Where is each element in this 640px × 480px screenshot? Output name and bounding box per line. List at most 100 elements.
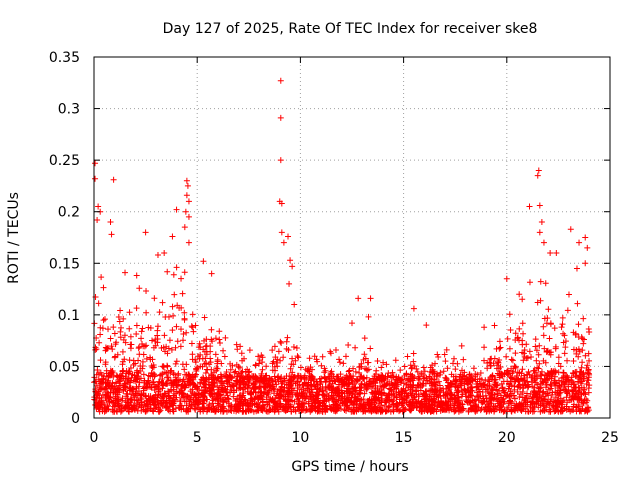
data-point <box>565 376 572 383</box>
data-point <box>548 382 555 389</box>
data-point <box>318 362 325 369</box>
data-point <box>342 353 349 360</box>
data-point <box>526 203 533 210</box>
data-point <box>118 324 124 331</box>
data-point <box>524 371 531 378</box>
data-point <box>454 360 461 367</box>
data-point <box>234 346 241 353</box>
data-point <box>536 360 543 367</box>
data-point <box>129 397 136 404</box>
data-point <box>565 386 572 393</box>
data-point <box>97 369 104 376</box>
data-point <box>271 343 278 350</box>
data-point <box>550 402 557 409</box>
data-point <box>341 400 348 407</box>
data-point <box>566 397 573 404</box>
data-point <box>524 390 531 397</box>
data-point <box>215 398 222 405</box>
data-point <box>139 325 146 332</box>
data-point <box>337 405 344 412</box>
data-point <box>470 403 477 410</box>
data-point <box>164 374 171 381</box>
data-point <box>225 395 232 402</box>
data-point <box>410 381 417 388</box>
data-point <box>189 356 196 363</box>
data-point <box>509 375 516 382</box>
data-point <box>267 406 274 413</box>
data-point <box>104 389 111 396</box>
data-point <box>515 402 522 409</box>
data-point <box>496 374 503 381</box>
data-point <box>181 366 188 373</box>
data-point <box>142 392 149 399</box>
data-point <box>506 345 513 352</box>
data-point <box>553 249 560 256</box>
data-point <box>496 387 503 394</box>
data-point <box>509 357 516 364</box>
data-point <box>97 324 104 331</box>
data-point <box>542 280 549 287</box>
data-point <box>259 405 266 412</box>
data-point <box>273 359 280 366</box>
data-point <box>102 347 109 354</box>
data-point <box>143 288 150 295</box>
data-point <box>127 333 134 340</box>
data-point <box>100 375 107 382</box>
data-point <box>220 407 227 414</box>
data-point <box>142 229 149 236</box>
y-tick-label: 0.35 <box>49 50 80 66</box>
data-point <box>529 373 536 380</box>
data-point <box>307 373 314 380</box>
data-point <box>255 396 262 403</box>
data-point <box>277 77 284 84</box>
data-point <box>522 401 529 408</box>
data-point <box>547 408 554 415</box>
data-point <box>418 370 425 377</box>
data-point <box>117 408 124 415</box>
data-point <box>227 366 234 373</box>
data-point <box>525 383 532 390</box>
data-point <box>520 330 527 337</box>
data-point <box>196 340 203 347</box>
data-point <box>464 377 471 384</box>
data-point <box>176 398 183 405</box>
data-point <box>524 384 531 391</box>
data-point <box>95 300 102 307</box>
data-point <box>164 363 171 370</box>
data-point <box>92 294 99 301</box>
data-point <box>277 338 284 345</box>
data-point <box>126 325 133 332</box>
data-point <box>284 405 291 412</box>
data-point <box>435 378 442 385</box>
data-point <box>137 375 144 382</box>
data-point <box>558 324 565 331</box>
data-point <box>458 342 465 349</box>
data-point <box>184 182 191 189</box>
data-point <box>170 402 177 409</box>
data-point <box>394 377 401 384</box>
data-point <box>477 370 484 377</box>
data-point <box>99 325 106 332</box>
data-point <box>543 320 550 327</box>
data-point <box>568 396 575 403</box>
data-point <box>524 354 531 361</box>
data-point <box>125 369 132 376</box>
data-point <box>448 391 455 398</box>
data-point <box>198 387 205 394</box>
data-point <box>205 405 212 412</box>
data-point <box>217 371 224 378</box>
data-point <box>130 357 137 364</box>
data-point <box>293 390 300 397</box>
data-point <box>509 370 516 377</box>
data-point <box>221 353 228 360</box>
data-point <box>201 377 208 384</box>
data-point <box>563 394 570 401</box>
data-point <box>138 396 145 403</box>
data-point <box>156 408 163 415</box>
data-point <box>283 338 290 345</box>
data-point <box>440 368 447 375</box>
data-point <box>92 388 99 395</box>
data-point <box>444 402 451 409</box>
data-point <box>582 234 589 241</box>
data-point <box>306 368 313 375</box>
